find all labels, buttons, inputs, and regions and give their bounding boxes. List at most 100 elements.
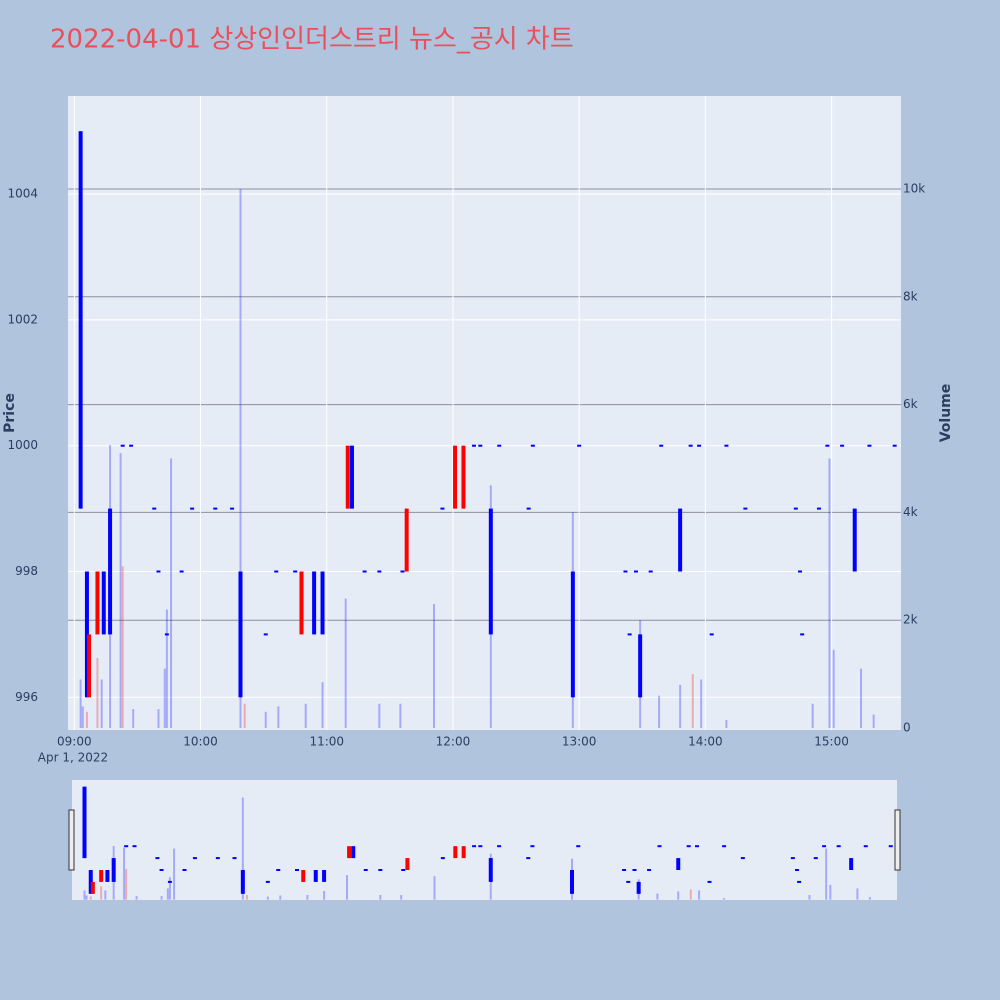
x-tick-label: 13:00: [562, 735, 597, 749]
candle-body-mini: [686, 845, 691, 848]
volume-bar-mini: [323, 890, 326, 900]
candle-body: [377, 570, 382, 573]
candle-body-mini: [276, 869, 281, 871]
candle-body: [648, 570, 653, 573]
volume-bar: [700, 679, 703, 729]
volume-bar: [872, 714, 875, 729]
candle-body-mini: [440, 857, 445, 860]
volume-bar-mini: [829, 884, 832, 900]
candle-body: [312, 571, 317, 635]
candle-body: [453, 445, 458, 509]
y2-tick-label: 0: [903, 721, 911, 735]
volume-bar-mini: [825, 848, 828, 900]
candle-body-mini: [722, 845, 727, 848]
candle-body-mini: [453, 846, 458, 859]
candle-body: [478, 444, 483, 447]
candle-body: [400, 570, 405, 573]
y2-axis-title: Volume: [938, 384, 954, 443]
candle-body: [798, 570, 803, 573]
volume-bar: [277, 706, 280, 729]
volume-bar: [832, 649, 835, 729]
volume-bar: [304, 703, 307, 729]
candle-body-mini: [167, 880, 172, 883]
volume-bar: [321, 682, 324, 729]
candle-body: [577, 444, 582, 447]
volume-bar: [344, 598, 347, 729]
volume-bar-mini: [279, 895, 282, 900]
candle-body-mini: [232, 857, 237, 860]
candle-body-mini: [657, 845, 662, 848]
candle-body-mini: [351, 846, 356, 859]
y2-tick-label: 6k: [903, 397, 918, 411]
candle-body: [633, 570, 638, 573]
volume-bar: [264, 711, 267, 729]
volume-bar: [433, 604, 436, 729]
y2-tick-label: 10k: [903, 181, 925, 195]
volume-bar: [399, 703, 402, 729]
y2-tick-label: 4k: [903, 505, 918, 519]
candle-body-mini: [378, 869, 383, 871]
y-tick-label: 1002: [7, 312, 38, 326]
volume-bar-mini: [656, 893, 659, 900]
y2-tick-label: 8k: [903, 289, 918, 303]
candle-body-mini: [797, 880, 802, 883]
candle-body: [530, 444, 535, 447]
candle-body: [238, 571, 243, 698]
x-tick-label: 10:00: [183, 735, 218, 749]
candle-body: [659, 444, 664, 447]
candle-body: [101, 571, 106, 635]
candle-body-mini: [695, 845, 699, 848]
candle-body-mini: [182, 869, 187, 871]
volume-bar-mini: [808, 895, 811, 900]
candle-body: [404, 508, 409, 572]
y-tick-label: 996: [15, 690, 38, 704]
candle-body-mini: [863, 845, 868, 848]
volume-bar-mini: [123, 847, 126, 900]
candle-body-mini: [82, 786, 87, 859]
volume-bar: [725, 719, 728, 729]
x-date-label: Apr 1, 2022: [38, 751, 108, 765]
x-tick-label: 15:00: [814, 735, 849, 749]
candle-body-mini: [707, 880, 712, 883]
candle-body-mini: [632, 869, 637, 871]
volume-bar-mini: [689, 889, 692, 900]
candle-body-mini: [626, 880, 631, 883]
x-tick-label: 14:00: [688, 735, 723, 749]
candle-body-mini: [240, 870, 245, 894]
range-handle-right[interactable]: [894, 809, 901, 871]
candle-body-mini: [132, 845, 137, 848]
candle-body: [87, 634, 92, 698]
candle-body: [623, 570, 628, 573]
volume-bar-mini: [856, 888, 859, 900]
candle-body: [627, 633, 632, 636]
candle-body: [743, 507, 748, 510]
candle-body-mini: [155, 857, 160, 860]
candle-body: [526, 507, 531, 510]
volume-bar-mini: [868, 897, 871, 900]
candle-body-mini: [159, 869, 164, 871]
range-handle-left[interactable]: [68, 809, 75, 871]
candle-body-mini: [192, 857, 197, 860]
candle-body-mini: [313, 870, 318, 882]
volume-bar: [119, 453, 122, 729]
candle-body: [108, 508, 113, 635]
candle-body: [213, 507, 218, 510]
volume-bar: [828, 458, 831, 729]
candle-body: [852, 508, 857, 572]
candle-body: [362, 570, 367, 573]
candle-body: [274, 570, 279, 573]
volume-bar-mini: [168, 877, 171, 900]
range-slider[interactable]: [72, 780, 897, 900]
volume-bar: [157, 709, 160, 729]
candle-body: [440, 507, 445, 510]
volume-bar-mini: [698, 890, 701, 900]
candle-body-mini: [99, 870, 104, 882]
volume-bar-mini: [379, 895, 382, 900]
volume-bar: [132, 709, 135, 729]
volume-bar-mini: [100, 886, 103, 900]
candle-body-mini: [795, 869, 799, 871]
candle-body-mini: [478, 845, 483, 848]
volume-bar-mini: [89, 896, 92, 900]
candle-body-mini: [622, 869, 627, 871]
volume-bar-mini: [241, 797, 244, 900]
